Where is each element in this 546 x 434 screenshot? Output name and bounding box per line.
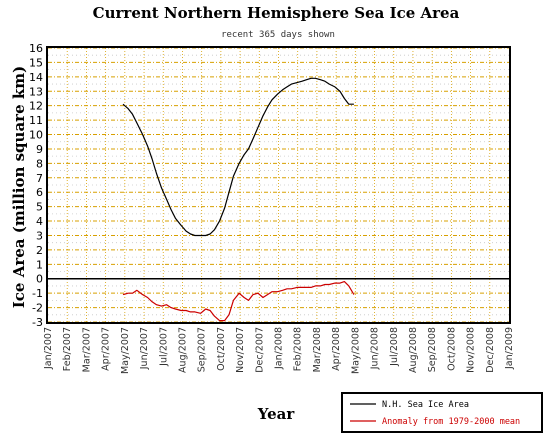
x-tick-label: Jun/2007 (139, 327, 150, 370)
legend-label: N.H. Sea Ice Area (382, 400, 469, 410)
x-tick-label: May/2008 (350, 327, 361, 374)
ice-area-line (122, 77, 354, 237)
y-tick-label: -1 (32, 287, 43, 300)
x-tick-label: Nov/2007 (235, 327, 246, 373)
plot-frame (46, 46, 511, 324)
y-tick-label: 12 (29, 100, 43, 113)
x-tick-label: Nov/2008 (466, 327, 477, 373)
y-tick-label: 7 (36, 172, 43, 185)
x-tick-label: Jan/2008 (274, 327, 285, 370)
y-tick-label: -3 (32, 316, 43, 329)
y-tick-label: -2 (32, 302, 43, 315)
x-tick-label: Feb/2007 (62, 327, 73, 371)
y-tick-label: 4 (36, 215, 43, 228)
y-tick-label: 0 (36, 273, 43, 286)
y-tick-label: 5 (36, 201, 43, 214)
x-tick-label: Jan/2007 (43, 327, 54, 370)
anomaly-line (122, 281, 355, 322)
x-tick-label: Sep/2008 (427, 327, 438, 372)
x-tick-label: Mar/2008 (312, 327, 323, 372)
y-tick-label: 1 (36, 258, 43, 271)
y-tick-label: 11 (29, 114, 43, 127)
x-tick-label: May/2007 (120, 327, 131, 374)
y-axis-label: Ice Area (million square km) (10, 66, 28, 308)
x-tick-label: Aug/2008 (408, 327, 419, 373)
y-tick-label: 14 (29, 71, 43, 84)
x-tick-label: Jun/2008 (370, 327, 381, 370)
y-tick-label: 8 (36, 157, 43, 170)
x-tick-label: Apr/2007 (101, 327, 112, 371)
x-tick-label: Oct/2007 (216, 327, 227, 371)
x-tick-label: Feb/2008 (293, 327, 304, 371)
y-tick-label: 13 (29, 85, 43, 98)
chart-subtitle: recent 365 days shown (221, 30, 335, 40)
x-tick-label: Jul/2008 (389, 327, 400, 367)
x-tick-label: Aug/2007 (177, 327, 188, 373)
y-tick-label: 9 (36, 143, 43, 156)
y-tick-label: 10 (29, 129, 43, 142)
x-tick-label: Dec/2008 (485, 327, 496, 373)
legend: N.H. Sea Ice Area Anomaly from 1979-2000 … (341, 392, 543, 433)
x-tick-labels: Jan/2007 Feb/2007 Mar/2007 Apr/2007 May/2007… (43, 327, 515, 374)
legend-label: Anomaly from 1979-2000 mean (382, 417, 520, 427)
x-axis-label: Year (257, 405, 296, 423)
y-tick-label: 6 (36, 186, 43, 199)
x-tick-label: Apr/2008 (331, 327, 342, 371)
x-tick-label: Jan/2009 (504, 327, 515, 370)
y-tick-label: 2 (36, 244, 43, 257)
legend-box (341, 392, 543, 433)
series-lines (122, 77, 355, 322)
x-tick-label: Oct/2008 (446, 327, 457, 371)
x-tick-label: Jul/2007 (158, 327, 169, 367)
y-tick-label: 16 (29, 42, 43, 55)
chart-title: Current Northern Hemisphere Sea Ice Area (93, 4, 460, 22)
x-tick-label: Mar/2007 (81, 327, 92, 372)
grid-lines (48, 47, 509, 323)
y-tick-label: 15 (29, 56, 43, 69)
y-tick-label: 3 (36, 229, 43, 242)
x-tick-label: Sep/2007 (197, 327, 208, 372)
x-tick-label: Dec/2007 (254, 327, 265, 373)
